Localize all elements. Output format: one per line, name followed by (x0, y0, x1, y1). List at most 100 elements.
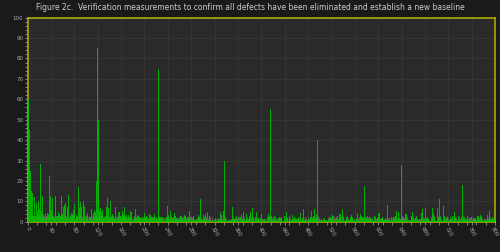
Bar (477, 216, 478, 222)
Bar (34, 197, 35, 222)
Bar (122, 211, 123, 222)
Bar (218, 219, 219, 222)
Bar (76, 215, 77, 222)
Bar (44, 219, 46, 222)
Bar (148, 218, 149, 222)
Bar (32, 193, 33, 222)
Bar (439, 199, 440, 222)
Bar (386, 221, 387, 222)
Bar (290, 220, 291, 222)
Bar (251, 220, 252, 222)
Bar (87, 215, 88, 222)
Bar (161, 218, 162, 222)
Bar (48, 214, 49, 222)
Bar (149, 216, 150, 222)
Bar (124, 207, 125, 222)
Bar (269, 217, 270, 222)
Bar (230, 221, 231, 222)
Bar (235, 218, 236, 222)
Bar (402, 220, 403, 222)
Bar (347, 215, 348, 222)
Bar (482, 220, 483, 222)
Bar (136, 218, 137, 222)
Bar (285, 220, 286, 222)
Bar (179, 217, 180, 222)
Bar (209, 216, 210, 222)
Bar (65, 203, 66, 222)
Bar (158, 150, 160, 222)
Bar (372, 220, 373, 222)
Bar (223, 211, 224, 222)
Bar (92, 210, 93, 222)
Bar (406, 214, 407, 222)
Bar (57, 216, 58, 222)
Bar (284, 216, 285, 222)
Bar (242, 219, 243, 222)
Bar (322, 220, 323, 222)
Bar (72, 214, 73, 222)
Bar (188, 217, 189, 222)
Bar (414, 216, 415, 222)
Bar (310, 220, 311, 222)
Bar (104, 217, 105, 222)
Bar (232, 207, 233, 222)
Bar (81, 207, 82, 222)
Bar (311, 211, 312, 222)
Bar (426, 218, 427, 222)
Bar (420, 221, 421, 222)
Bar (276, 217, 278, 222)
Bar (411, 216, 412, 222)
Bar (151, 218, 152, 222)
Bar (288, 221, 289, 222)
Bar (326, 220, 327, 222)
Bar (41, 211, 42, 222)
Bar (268, 213, 269, 222)
Bar (324, 221, 325, 222)
Bar (84, 206, 85, 222)
Bar (314, 218, 316, 222)
Bar (442, 218, 444, 222)
Bar (192, 212, 193, 222)
Bar (265, 219, 266, 222)
Bar (278, 217, 279, 222)
Bar (174, 213, 175, 222)
Bar (105, 216, 106, 222)
Bar (247, 219, 248, 222)
Bar (126, 214, 127, 222)
Bar (382, 220, 383, 222)
Bar (36, 209, 37, 222)
Bar (131, 212, 132, 222)
Bar (98, 171, 99, 222)
Bar (64, 204, 65, 222)
Bar (217, 221, 218, 222)
Bar (167, 213, 168, 222)
Bar (313, 216, 314, 222)
Bar (115, 214, 116, 222)
Bar (370, 220, 371, 222)
Bar (140, 209, 141, 222)
Bar (375, 220, 376, 222)
Bar (216, 217, 217, 222)
Bar (137, 215, 138, 222)
Bar (461, 221, 462, 222)
Bar (236, 216, 237, 222)
Bar (360, 214, 361, 222)
Bar (42, 196, 43, 222)
Bar (444, 216, 445, 222)
Bar (361, 219, 362, 222)
Bar (335, 218, 336, 222)
Bar (358, 213, 359, 222)
Bar (330, 217, 331, 222)
Bar (415, 218, 416, 222)
Bar (470, 220, 472, 222)
Bar (262, 220, 264, 222)
Bar (325, 220, 326, 222)
Bar (357, 220, 358, 222)
Bar (280, 217, 281, 222)
Bar (155, 219, 156, 222)
Bar (340, 214, 341, 222)
Bar (413, 221, 414, 222)
Bar (40, 210, 41, 222)
Bar (208, 220, 209, 222)
Bar (328, 216, 330, 222)
